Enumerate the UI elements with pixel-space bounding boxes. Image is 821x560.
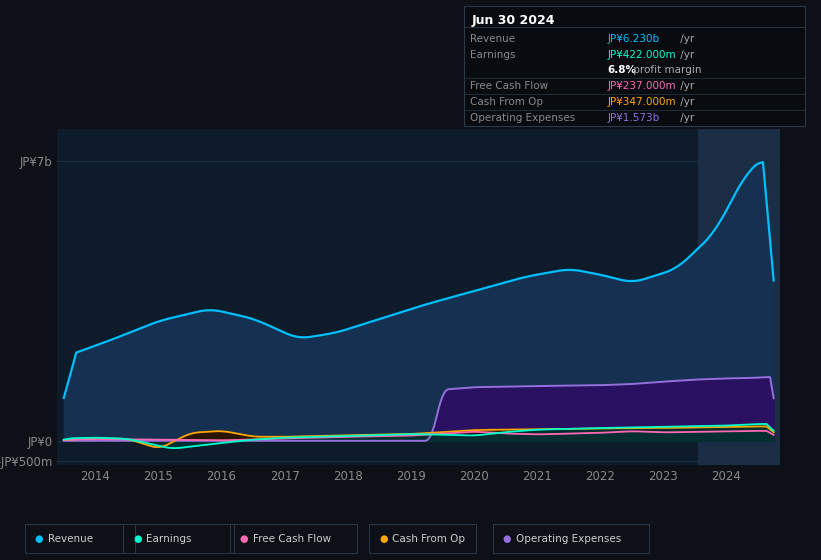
Text: ●: ● xyxy=(502,534,511,544)
Text: Earnings: Earnings xyxy=(470,50,516,59)
Text: JP¥237.000m: JP¥237.000m xyxy=(608,81,677,91)
Text: profit margin: profit margin xyxy=(630,66,701,76)
Text: Cash From Op: Cash From Op xyxy=(392,534,466,544)
Text: Free Cash Flow: Free Cash Flow xyxy=(470,81,548,91)
Text: Jun 30 2024: Jun 30 2024 xyxy=(472,14,556,27)
Text: JP¥6.230b: JP¥6.230b xyxy=(608,34,659,44)
Text: Operating Expenses: Operating Expenses xyxy=(470,113,576,123)
Text: ●: ● xyxy=(34,534,43,544)
Text: /yr: /yr xyxy=(677,81,695,91)
Text: /yr: /yr xyxy=(677,97,695,107)
Text: Earnings: Earnings xyxy=(146,534,191,544)
Text: ●: ● xyxy=(379,534,388,544)
Text: ●: ● xyxy=(240,534,248,544)
Text: Revenue: Revenue xyxy=(470,34,516,44)
Text: JP¥1.573b: JP¥1.573b xyxy=(608,113,660,123)
Text: Revenue: Revenue xyxy=(48,534,93,544)
Text: /yr: /yr xyxy=(677,113,695,123)
Text: Operating Expenses: Operating Expenses xyxy=(516,534,621,544)
Text: Cash From Op: Cash From Op xyxy=(470,97,544,107)
Text: JP¥422.000m: JP¥422.000m xyxy=(608,50,677,59)
Text: /yr: /yr xyxy=(677,50,695,59)
Text: JP¥347.000m: JP¥347.000m xyxy=(608,97,677,107)
Text: Free Cash Flow: Free Cash Flow xyxy=(253,534,331,544)
Text: ●: ● xyxy=(133,534,141,544)
Text: 6.8%: 6.8% xyxy=(608,66,636,76)
Text: /yr: /yr xyxy=(677,34,695,44)
Bar xyxy=(698,129,780,465)
